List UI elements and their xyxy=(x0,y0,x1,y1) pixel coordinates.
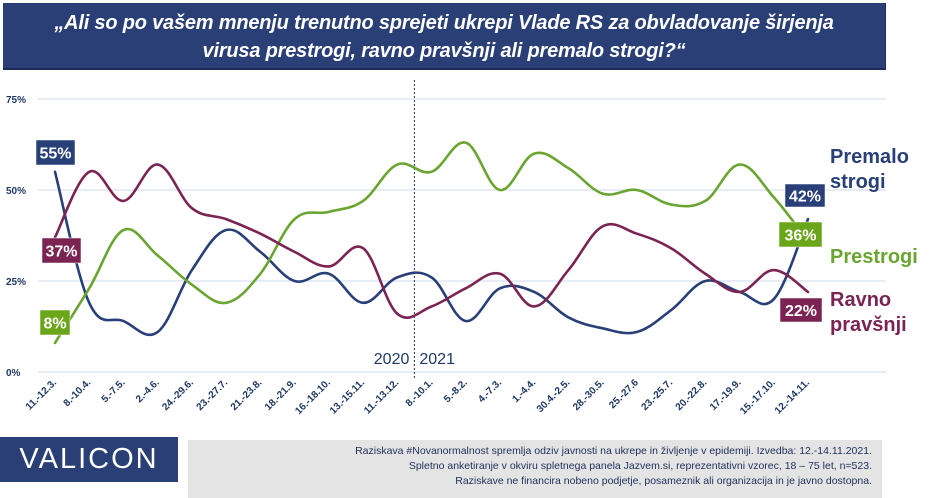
x-tick-label: 11.-13.12. xyxy=(362,377,401,416)
data-label-box-start-prestrogi xyxy=(39,309,71,336)
data-label-end-ravno-pravsnji: 22% xyxy=(785,303,817,320)
data-labels: 55% 42% 8% 36% 37% 22% xyxy=(35,139,826,336)
year-divider: 2020 2021 xyxy=(374,80,455,378)
legend-label-premalo-strogi: strogi xyxy=(830,171,886,193)
x-tick-label: 23.-25.7. xyxy=(640,377,676,413)
x-tick-label: 8.-10.4. xyxy=(62,377,94,409)
x-tick-label: 21.-23.8. xyxy=(229,377,265,413)
data-label-end-premalo-strogi: 42% xyxy=(789,189,821,206)
legend-label-prestrogi: Prestrogi xyxy=(830,246,918,268)
chart-title-line-2: virusa prestrogi, ravno pravšnji ali pre… xyxy=(202,39,686,62)
x-tick-label: 13.-15.11. xyxy=(328,377,367,416)
y-tick-label: 25% xyxy=(6,277,26,288)
x-tick-label: 20.-22.8. xyxy=(674,377,710,413)
legend-label-ravno-pravsnji: Ravno xyxy=(830,289,891,311)
footer-line-3: Raziskave ne financira nobeno podjetje, … xyxy=(455,475,872,487)
data-label-box-start-premalo-strogi xyxy=(35,139,76,166)
x-tick-label: 24.-29.6. xyxy=(160,377,196,413)
chart-title-line-1: „Ali so po vašem mnenju trenutno sprejet… xyxy=(54,11,834,34)
y-tick-label: 75% xyxy=(6,95,26,106)
x-tick-label: 25.-27.6 xyxy=(607,377,641,411)
x-tick-label: 8.-10.1. xyxy=(404,377,436,409)
footer-line-1: Raziskava #Novanormalnost spremlja odziv… xyxy=(355,445,872,457)
legend: Premalo strogi Prestrogi Ravno pravšnji xyxy=(830,146,918,336)
data-label-box-end-prestrogi xyxy=(778,221,823,248)
x-tick-label: 23.-27.7. xyxy=(195,377,231,413)
data-label-start-prestrogi: 8% xyxy=(43,316,66,333)
y-tick-label: 0% xyxy=(6,368,21,379)
x-tick-label: 2.-4.6. xyxy=(134,377,162,405)
x-tick-label: 30.4.-2.5. xyxy=(535,377,573,415)
series-line-premalo-strogi xyxy=(53,170,810,337)
y-axis-ticks: 0% 25% 50% 75% xyxy=(6,95,26,379)
footer-line-2: Spletno anketiranje v okviru spletnega p… xyxy=(408,460,872,472)
data-label-end-prestrogi: 36% xyxy=(784,228,816,245)
series-line-prestrogi xyxy=(53,141,810,345)
x-tick-label: 28.-30.5. xyxy=(571,377,607,413)
legend-label-premalo-strogi: Premalo xyxy=(830,146,909,168)
series-line-ravno-pravsnji xyxy=(53,163,810,319)
x-tick-label: 1.-4.4. xyxy=(510,377,538,405)
year-label-2021: 2021 xyxy=(419,351,455,368)
series-lines xyxy=(53,141,810,345)
legend-label-ravno-pravsnji: pravšnji xyxy=(830,314,907,336)
x-tick-label: 16.-18.10. xyxy=(293,377,333,417)
x-tick-label: 15.-17.10. xyxy=(738,377,778,417)
data-label-box-start-ravno-pravsnji xyxy=(41,237,82,264)
chart-title-banner: „Ali so po vašem mnenju trenutno sprejet… xyxy=(3,3,886,70)
data-label-start-ravno-pravsnji: 37% xyxy=(45,244,77,261)
line-chart: 0% 25% 50% 75% 11.-12.3. 8.-10.4. 5.-7.5. 2.-4… xyxy=(6,80,918,417)
logo-text: VALICON xyxy=(19,443,159,475)
data-label-box-end-ravno-pravsnji xyxy=(779,297,823,323)
x-tick-label: 4.-7.3. xyxy=(476,377,504,405)
valicon-logo: VALICON xyxy=(0,437,178,482)
data-label-box-end-premalo-strogi xyxy=(784,183,826,208)
x-tick-label: 12.-14.11. xyxy=(773,377,812,416)
footer-note: Raziskava #Novanormalnost spremlja odziv… xyxy=(188,440,882,498)
data-label-start-premalo-strogi: 55% xyxy=(39,146,71,163)
y-tick-label: 50% xyxy=(6,186,26,197)
x-tick-label: 5.-7.5. xyxy=(100,377,128,405)
gridlines xyxy=(38,98,886,373)
x-axis-ticks: 11.-12.3. 8.-10.4. 5.-7.5. 2.-4.6.24.-29.6.… xyxy=(24,377,812,417)
x-tick-label: 11.-12.3. xyxy=(24,377,59,412)
year-label-2020: 2020 xyxy=(374,351,410,368)
x-tick-label: 5.-8.2. xyxy=(442,377,470,405)
